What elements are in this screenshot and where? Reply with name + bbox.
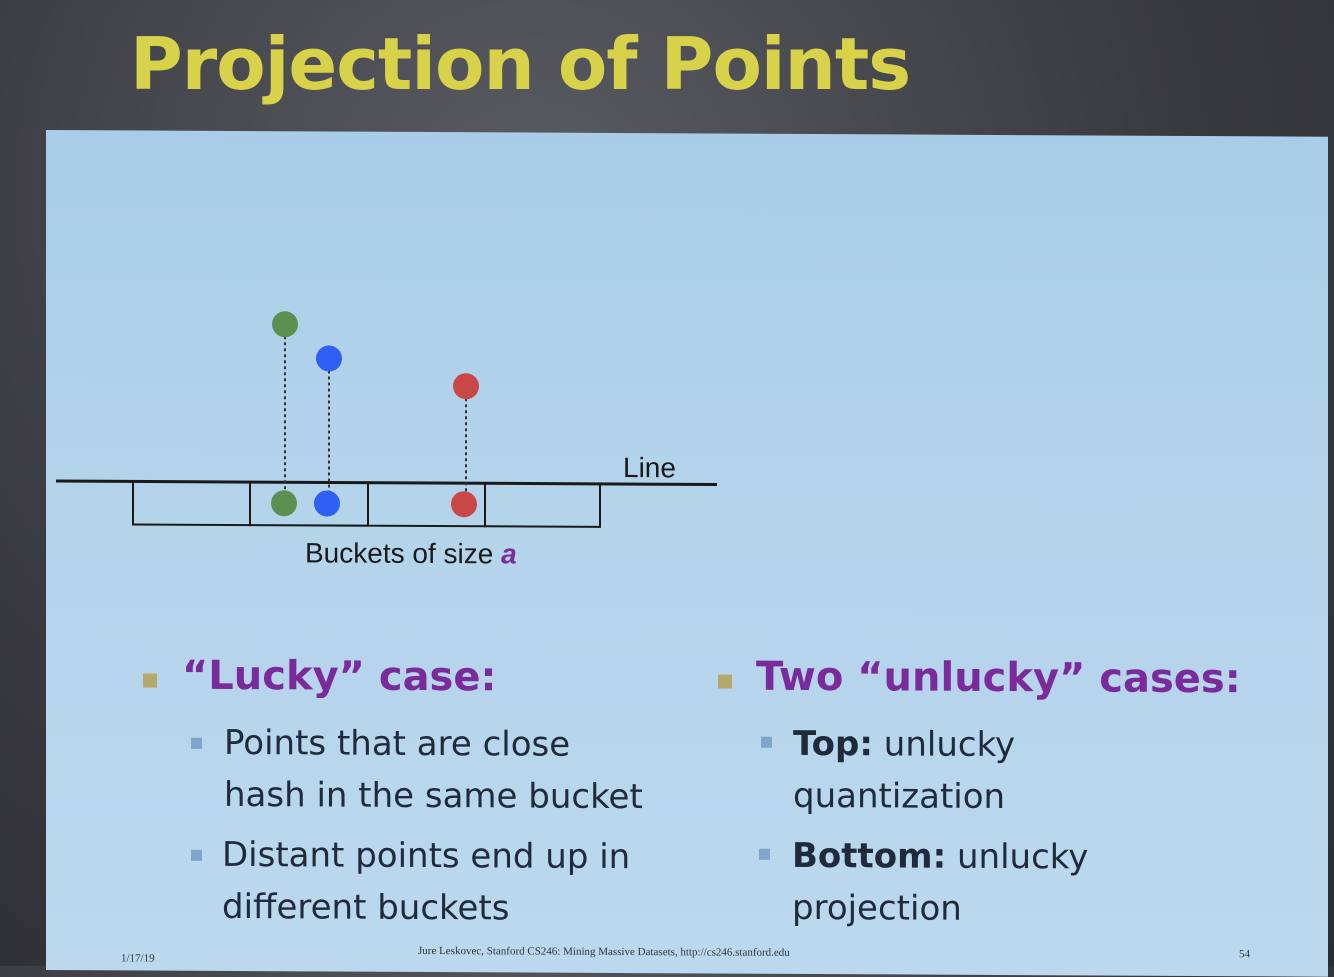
bucket-size-variable: a <box>501 538 517 569</box>
footer-date: 1/17/19 <box>121 952 155 965</box>
projected-point-red <box>451 491 477 518</box>
bullet-marker <box>143 673 157 688</box>
line-label: Line <box>623 452 676 483</box>
projected-point-blue <box>314 490 340 517</box>
unlucky-item-bottom-line2: projection <box>792 887 962 929</box>
unlucky-item-bottom-line1: Bottom: unlucky <box>792 830 1088 884</box>
unlucky-item-bottom: Bottom: unlucky projection <box>792 830 1088 936</box>
sub-bullet-marker <box>191 737 202 749</box>
buckets-caption: Buckets of size a <box>305 537 517 569</box>
point-blue <box>316 345 342 372</box>
lucky-item-2-line1: Distant points end up in <box>222 834 631 878</box>
lucky-item-2: Distant points end up in different bucke… <box>222 829 630 935</box>
content-panel: Line Buckets of size a “Lucky” case: Poi… <box>46 130 1328 977</box>
lucky-item-2-line2: different buckets <box>222 886 510 929</box>
unlucky-item-top-line2: quantization <box>793 775 1006 818</box>
sub-bullet-marker <box>191 849 202 861</box>
bucket <box>484 482 601 528</box>
footer-credit: Jure Leskovec, Stanford CS246: Mining Ma… <box>418 944 790 959</box>
slide-title: Projection of Points <box>130 22 911 106</box>
bullet-marker <box>718 674 732 689</box>
top-text: unlucky <box>872 724 1016 766</box>
buckets-caption-text: Buckets of size <box>305 537 501 569</box>
lucky-item-1: Points that are close hash in the same b… <box>224 717 643 823</box>
point-green <box>272 311 298 338</box>
bucket <box>249 481 369 527</box>
bottom-label: Bottom: <box>792 835 947 877</box>
top-label: Top: <box>793 723 873 765</box>
footer-page-number: 54 <box>1239 948 1250 961</box>
unlucky-item-top: Top: unlucky quantization <box>793 718 1015 823</box>
bottom-text: unlucky <box>946 836 1089 878</box>
sub-bullet-marker <box>761 736 772 748</box>
projected-point-green <box>271 490 297 517</box>
bucket <box>132 480 251 527</box>
lucky-item-1-line2: hash in the same bucket <box>224 774 643 818</box>
lucky-item-1-line1: Points that are close <box>224 722 571 765</box>
sub-bullet-marker <box>759 848 770 860</box>
unlucky-item-top-line1: Top: unlucky <box>793 718 1015 771</box>
projection-diagram: Line Buckets of size a <box>56 311 717 569</box>
unlucky-cases-heading: Two “unlucky” cases: <box>756 653 1241 703</box>
lucky-case-heading: “Lucky” case: <box>182 652 497 701</box>
point-red <box>453 373 479 400</box>
